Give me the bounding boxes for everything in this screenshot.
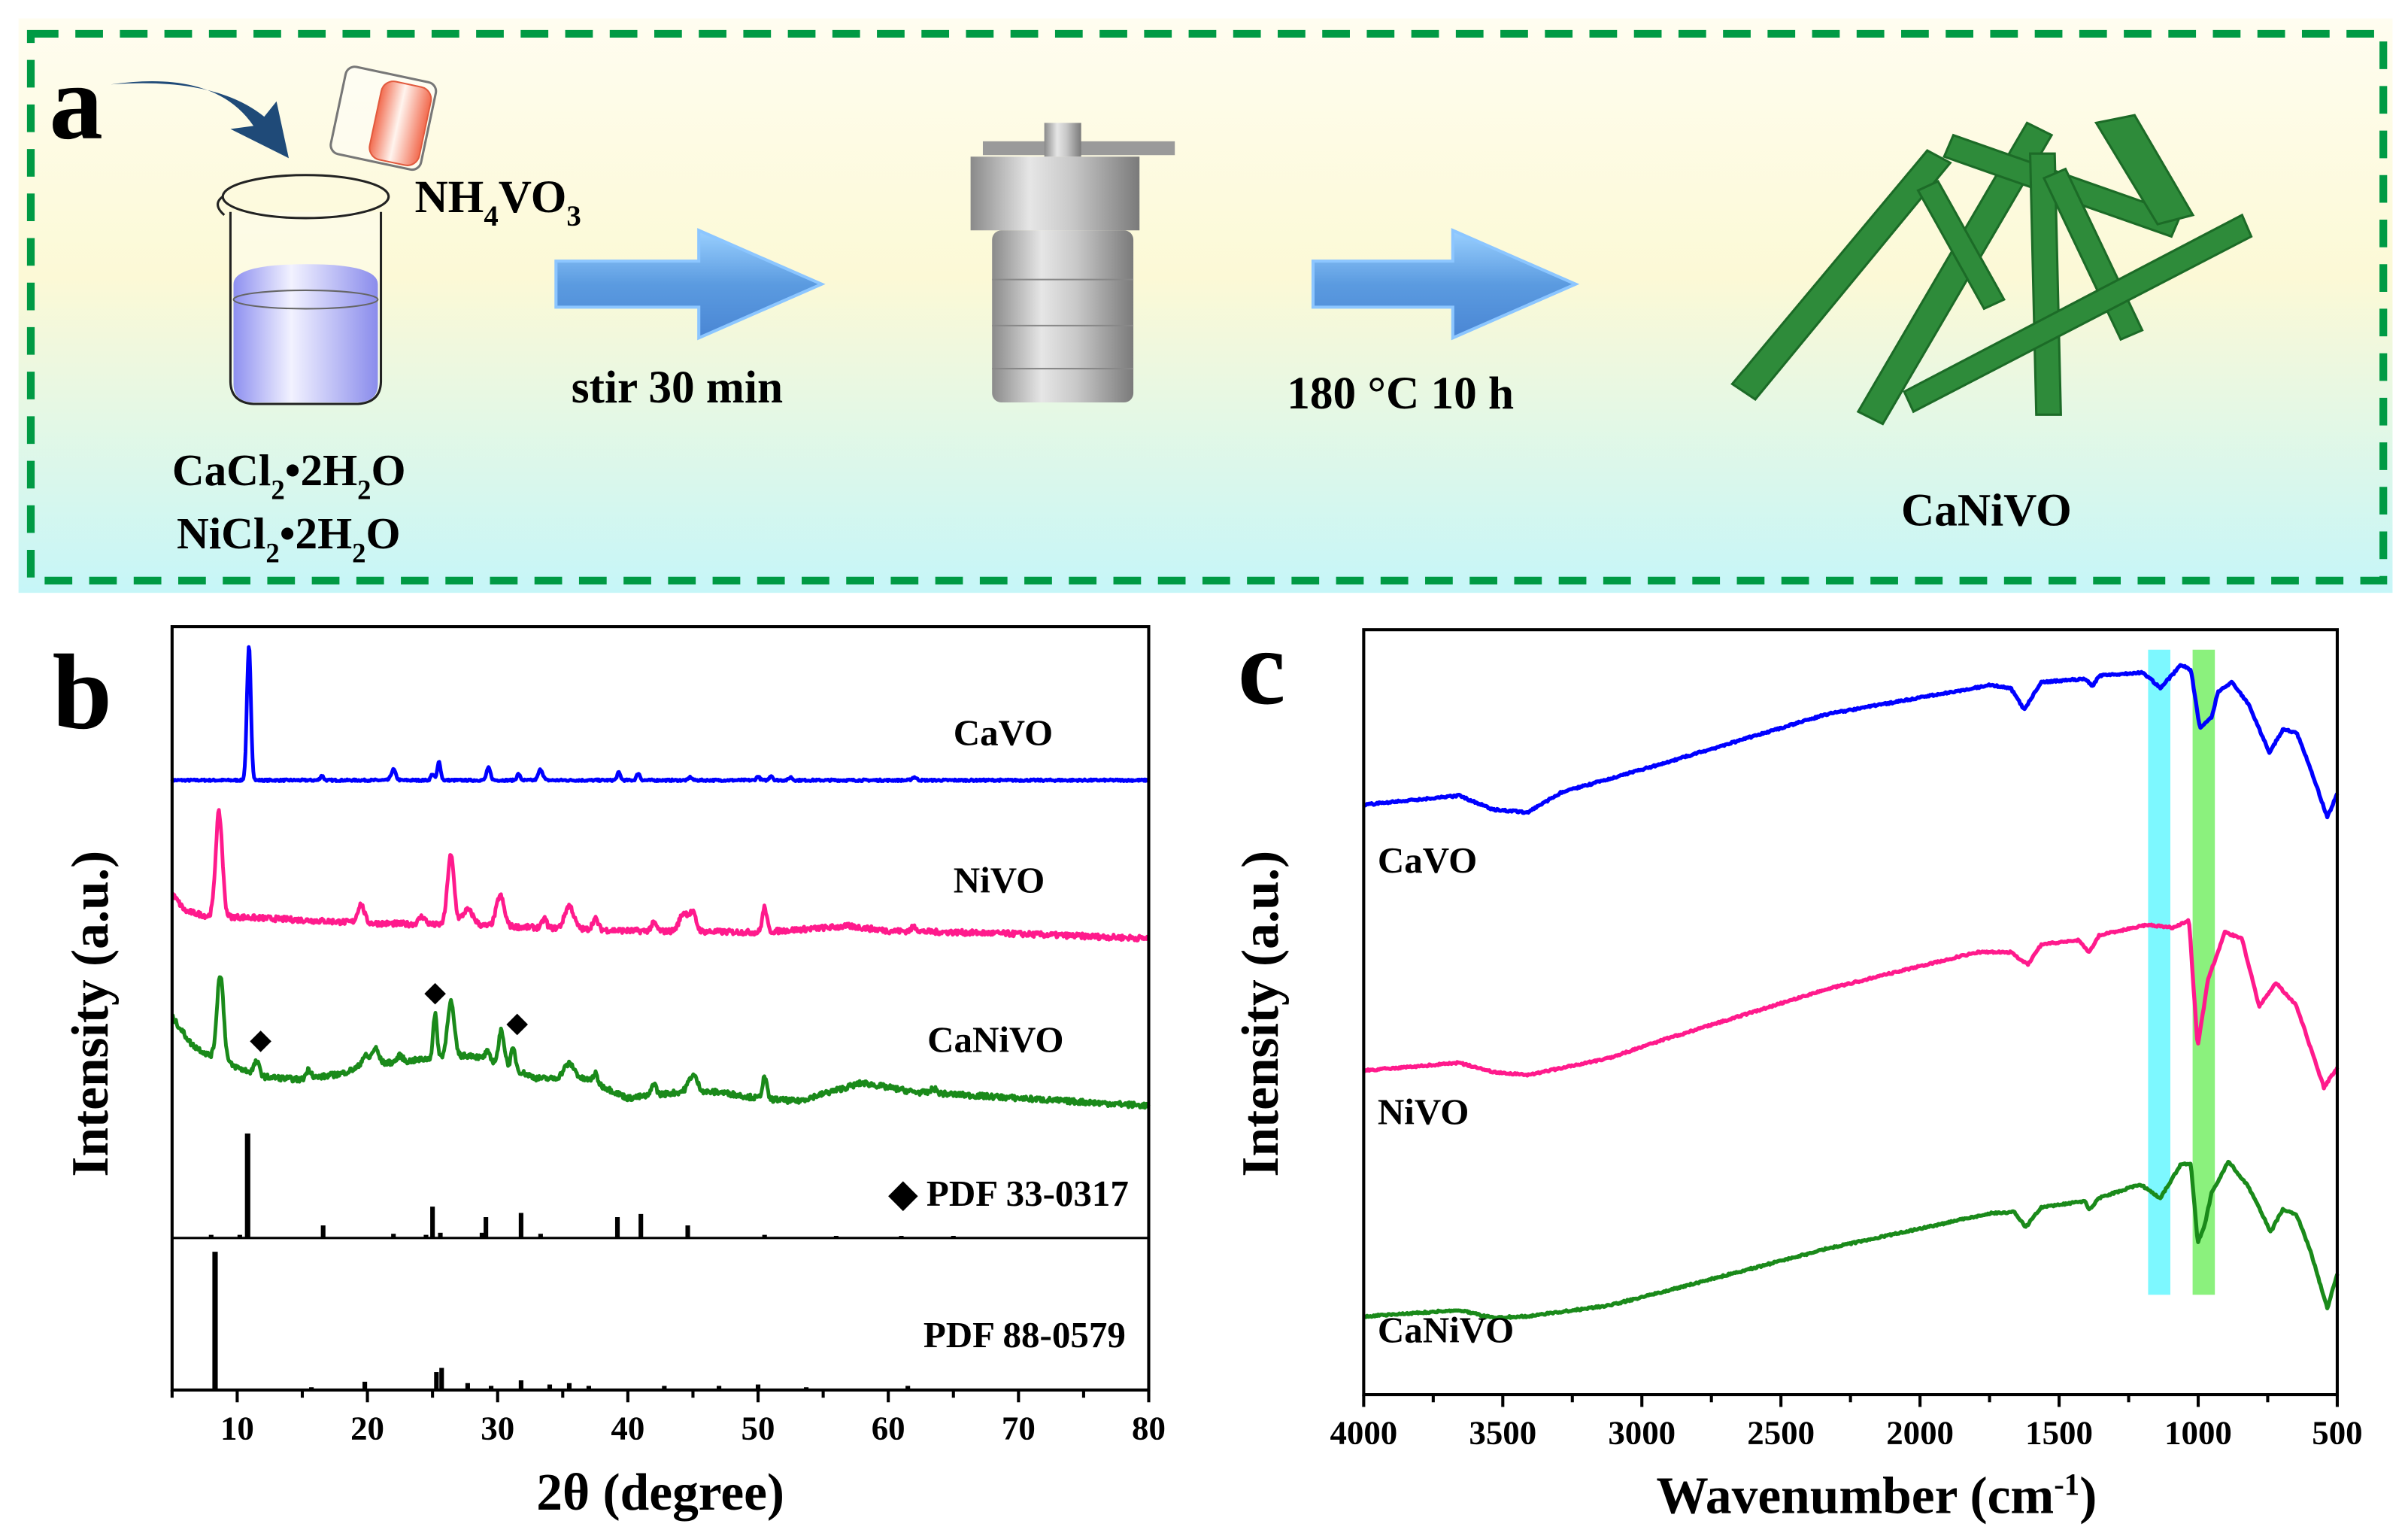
x-tick-label: 70 [1002,1409,1036,1446]
panel-letter-c: c [1238,608,1285,727]
step-hydrothermal-label: 180 °C 10 h [1287,368,1514,419]
series-label: CaVO [1378,839,1477,881]
reference-label: PDF 88-0579 [923,1314,1126,1355]
autoclave-icon [970,123,1175,402]
process-arrow-icon [554,228,826,341]
pouring-beaker-icon [329,65,438,172]
formula-part: NH [414,172,484,223]
axis-title-text: Wavenumber (cm [1656,1467,2054,1525]
formula-subscript: 3 [566,200,581,232]
reference-label: ◆ PDF 33-0317 [888,1173,1129,1214]
x-tick-label: 3500 [1469,1413,1536,1451]
beaker-icon [217,174,390,405]
x-tick-label: 40 [611,1409,644,1446]
formula-part: O [372,445,406,495]
xrd-plot-frame [170,625,1151,1392]
formula-part: VO [499,172,567,223]
ftir-x-axis-title: Wavenumber (cm-1) [1656,1467,2097,1525]
ftir-x-axis: 4000 3500 3000 2500 2000 1500 1000 500 [1330,1395,2363,1451]
formula-part: CaCl [172,445,271,495]
ftir-y-axis-title: Intensity (a.u.) [1232,851,1290,1177]
x-tick-label: 2000 [1886,1413,1954,1451]
x-tick-label: 50 [742,1409,775,1446]
formula-subscript: 2 [265,537,279,568]
x-tick-label: 30 [481,1409,514,1446]
xrd-trace-cavo [170,645,1151,783]
formula-subscript: 2 [357,475,371,505]
series-label: CaNiVO [927,1019,1063,1061]
series-label: CaVO [954,712,1053,753]
x-tick-label: 500 [2312,1413,2362,1451]
diamond-marker-icon [250,1031,271,1052]
axis-title-superscript: -1 [2054,1468,2079,1501]
x-tick-label: 3000 [1608,1413,1676,1451]
step-stir-label: stir 30 min [572,362,783,413]
xrd-trace-nivo [171,808,1151,943]
x-tick-label: 20 [350,1409,384,1446]
ftir-trace-nivo [1362,918,2340,1091]
xrd-plot-area: CaVO NiVO CaNiVO ◆ PDF 33-0317 PDF 88-0579 [170,645,1151,1390]
formula-part: •2H [285,445,357,495]
xrd-x-axis-title: 2θ (degree) [536,1464,784,1522]
curved-arrow-icon [111,80,290,159]
xrd-y-axis-title: Intensity (a.u.) [62,851,120,1177]
panel-c-ftir-chart: c CaVO NiVO CaNiVO 4000 3500 3000 2500 2000 150… [1232,608,2363,1525]
series-label: NiVO [1378,1091,1469,1133]
ftir-trace-cavo [1362,663,2340,820]
formula-subscript: 4 [484,200,498,232]
process-arrow-icon [1311,228,1580,341]
panel-a-synthesis-scheme: a NH4VO3 CaCl2•2H2O NiCl2•2H2O stir 30 m… [18,18,2393,593]
product-label: CaNiVO [1901,484,2072,536]
panel-letter-a: a [49,43,102,162]
diamond-marker-icon [506,1013,528,1036]
reagent-cacl2: CaCl2•2H2O [172,445,406,505]
reagent-nicl2: NiCl2•2H2O [177,508,401,568]
series-label: NiVO [954,859,1045,900]
formula-part: NiCl [177,508,265,558]
ftir-trace-canivo [1363,1159,2340,1321]
formula-part: O [366,508,401,558]
formula-part: •2H [280,508,352,558]
formula-subscript: 2 [271,475,284,505]
x-tick-label: 4000 [1330,1413,1397,1451]
series-label: CaNiVO [1378,1310,1514,1351]
panel-b-xrd-chart: b CaVO NiVO CaNiVO ◆ PDF 33-0317 PDF 88-0579… [53,625,1166,1522]
x-tick-label: 1500 [2025,1413,2093,1451]
x-tick-label: 2500 [1747,1413,1815,1451]
xrd-x-axis: 10 20 30 40 50 60 70 80 [170,1389,1166,1446]
nanorods-icon [1730,114,2253,426]
ftir-plot-frame [1362,628,2339,1397]
x-tick-label: 1000 [2164,1413,2232,1451]
ftir-plot-area: CaVO NiVO CaNiVO [1362,649,2340,1351]
x-tick-label: 60 [872,1409,905,1446]
panel-a-dashed-border [26,29,2388,584]
reagent-nh4vo3: NH4VO3 [414,172,581,232]
panel-letter-b: b [53,633,112,751]
axis-title-text: ) [2079,1467,2097,1525]
x-tick-label: 10 [220,1409,254,1446]
xrd-trace-canivo [171,975,1151,1110]
x-tick-label: 80 [1132,1409,1166,1446]
formula-subscript: 2 [352,537,365,568]
diamond-marker-icon [424,982,446,1005]
